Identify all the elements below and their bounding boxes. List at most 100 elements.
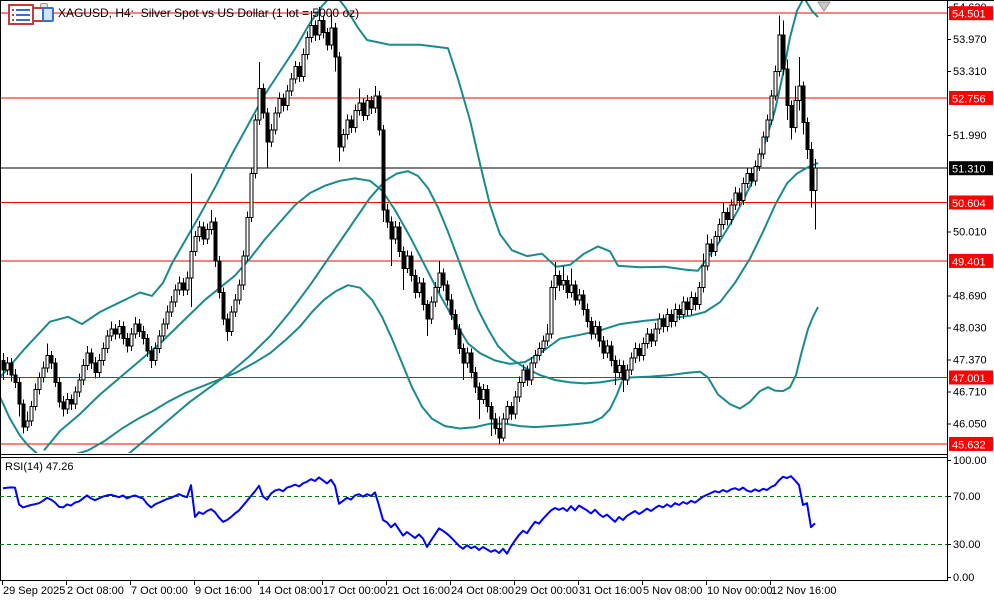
- candle-down: [377, 95, 382, 131]
- candle-up: [185, 277, 190, 291]
- candle-down: [69, 398, 74, 405]
- candle-down: [349, 119, 354, 128]
- date-tick-label: 10 Nov 00:00: [707, 585, 772, 597]
- price-axis[interactable]: 54.63053.97053.31051.99050.01048.69048.0…: [947, 2, 993, 452]
- candle-down: [737, 192, 742, 201]
- rsi-panel[interactable]: 100.00 70.00 30.00 0.00: [0, 455, 987, 584]
- candle-down: [565, 279, 570, 294]
- candle-down: [149, 350, 154, 362]
- candle-down: [325, 32, 330, 46]
- candle-up: [657, 318, 662, 330]
- level-price-badge-label: 50.604: [952, 198, 986, 210]
- candle-down: [281, 97, 286, 107]
- candle-down: [441, 272, 446, 286]
- candle-up: [561, 279, 566, 286]
- candle-up: [605, 345, 610, 354]
- candle-up: [741, 182, 746, 201]
- price-tick-label: 47.370: [953, 355, 987, 367]
- price-tick-label: 46.710: [953, 387, 987, 399]
- candle-down: [397, 226, 402, 252]
- candle-down: [225, 318, 230, 332]
- candle-up: [773, 71, 778, 97]
- candle-down: [789, 105, 794, 128]
- level-price-badge-label: 54.501: [952, 9, 986, 21]
- candle-up: [29, 406, 34, 422]
- candle-up: [97, 360, 102, 374]
- candle-down: [181, 282, 186, 291]
- chart-windows-icon-blue-pane: [42, 7, 54, 22]
- candle-down: [453, 313, 458, 330]
- candle-up: [793, 100, 798, 128]
- candle-up: [37, 377, 42, 391]
- scale-anchor-marker: [817, 1, 831, 12]
- candle-down: [677, 309, 682, 315]
- candle-up: [357, 102, 362, 111]
- candle-up: [577, 294, 582, 301]
- candle-up: [129, 333, 134, 347]
- candle-down: [221, 292, 226, 320]
- level-price-badge: [949, 370, 993, 385]
- rsi-line: [2, 475, 816, 555]
- candle-up: [273, 112, 278, 131]
- candle-down: [409, 255, 414, 277]
- chart-list-icon[interactable]: [8, 4, 34, 25]
- candle-down: [685, 301, 690, 311]
- candle-up: [529, 362, 534, 381]
- candle-down: [709, 243, 714, 252]
- candle-down: [573, 284, 578, 301]
- candle-up: [85, 352, 90, 366]
- candle-up: [105, 335, 110, 349]
- candle-up: [253, 119, 258, 175]
- candle-down: [497, 428, 502, 439]
- candle-down: [381, 129, 386, 211]
- candle-up: [305, 37, 310, 56]
- candle-up: [569, 284, 574, 294]
- candle-up: [745, 173, 750, 184]
- candle-up: [373, 95, 378, 109]
- date-tick-label: 29 Sep 2025: [3, 585, 65, 597]
- candle-down: [585, 309, 590, 323]
- candle-up: [285, 90, 290, 107]
- candle-up: [101, 347, 106, 362]
- candle-up: [757, 153, 762, 167]
- candle-up: [517, 381, 522, 398]
- price-tick-label: 46.050: [953, 419, 987, 431]
- candle-up: [341, 134, 346, 148]
- candle-up: [133, 323, 138, 335]
- candle-up: [237, 284, 242, 301]
- candle-up: [633, 347, 638, 359]
- candle-up: [189, 250, 194, 279]
- candle-up: [653, 328, 658, 342]
- candle-down: [445, 284, 450, 301]
- candle-up: [761, 136, 766, 155]
- candle-up: [345, 119, 350, 136]
- candle-down: [461, 347, 466, 364]
- candle-down: [125, 338, 130, 347]
- candle-up: [717, 224, 722, 238]
- price-tick-label: 53.970: [953, 34, 987, 46]
- rsi-tick-label: 70.00: [953, 491, 981, 503]
- candle-up: [593, 326, 598, 335]
- candle-up: [665, 313, 670, 328]
- candle-down: [201, 226, 206, 240]
- time-axis[interactable]: 29 Sep 2025 2 Oct 08:00 7 Oct 00:00 9 Oct 1…: [2, 581, 837, 597]
- rsi-tick-label: 100.00: [953, 455, 987, 467]
- candle-down: [333, 27, 338, 58]
- candle-down: [61, 401, 66, 410]
- candle-down: [693, 296, 698, 306]
- candle-up: [165, 311, 170, 325]
- candle-down: [457, 328, 462, 349]
- candle-up: [437, 272, 442, 289]
- level-price-badge: [949, 195, 993, 210]
- candle-down: [597, 326, 602, 342]
- candle-down: [297, 66, 302, 77]
- candle-up: [701, 265, 706, 289]
- chart-windows-icon[interactable]: [32, 3, 58, 23]
- candle-down: [313, 24, 318, 36]
- candle-up: [513, 396, 518, 415]
- candle-up: [25, 420, 30, 428]
- level-price-badge: [949, 436, 993, 451]
- candle-up: [65, 398, 70, 410]
